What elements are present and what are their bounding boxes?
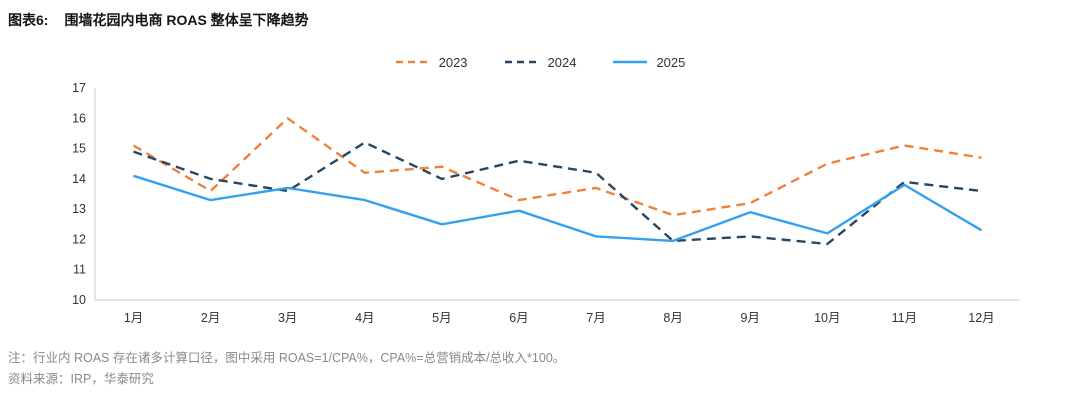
svg-text:9月: 9月 [740, 311, 759, 325]
chart-footnotes: 注：行业内 ROAS 存在诸多计算口径，图中采用 ROAS=1/CPA%，CPA… [0, 336, 1080, 389]
svg-text:1月: 1月 [124, 311, 143, 325]
figure-label: 图表6: [8, 12, 49, 28]
chart-note: 注：行业内 ROAS 存在诸多计算口径，图中采用 ROAS=1/CPA%，CPA… [8, 351, 566, 365]
chart-source: 资料来源：IRP，华泰研究 [8, 371, 154, 386]
svg-text:10月: 10月 [814, 311, 840, 325]
chart-title: 图表6: 围墙花园内电商 ROAS 整体呈下降趋势 [0, 0, 1080, 30]
svg-text:12月: 12月 [968, 311, 994, 325]
chart-legend: 2023 2024 2025 [0, 54, 1080, 70]
legend-line-2023-icon [395, 60, 430, 64]
line-chart: 10 11 12 13 14 15 16 17 1月 2月 3月 4月 5月 6月 7月 8月 9月 10月 11月… [72, 81, 1020, 325]
svg-text:5月: 5月 [432, 311, 451, 325]
chart-area: 10 11 12 13 14 15 16 17 1月 2月 3月 4月 5月 6月 7月 8月 9月 10月 11月… [0, 78, 1080, 336]
legend-item-2024[interactable]: 2024 [504, 54, 577, 70]
svg-text:13: 13 [72, 202, 86, 216]
svg-text:11: 11 [73, 263, 86, 277]
svg-text:16: 16 [72, 111, 86, 125]
legend-label-2024: 2024 [547, 54, 577, 70]
legend-item-2025[interactable]: 2025 [612, 55, 685, 70]
svg-text:12: 12 [72, 232, 86, 246]
svg-text:10: 10 [72, 293, 86, 307]
legend-line-2024-icon [504, 60, 539, 64]
legend-line-2025-icon [613, 60, 648, 64]
figure-title-text: 围墙花园内电商 ROAS 整体呈下降趋势 [64, 12, 309, 28]
svg-text:14: 14 [72, 172, 86, 186]
legend-label-2025: 2025 [656, 54, 686, 70]
svg-text:6月: 6月 [509, 311, 528, 325]
svg-text:17: 17 [72, 81, 86, 95]
svg-text:7月: 7月 [586, 311, 605, 325]
svg-text:4月: 4月 [355, 311, 374, 325]
svg-text:2月: 2月 [201, 311, 220, 325]
svg-text:11月: 11月 [892, 311, 917, 325]
legend-label-2023: 2023 [438, 54, 468, 70]
svg-text:8月: 8月 [663, 311, 682, 325]
legend-item-2023[interactable]: 2023 [395, 55, 468, 70]
svg-text:15: 15 [72, 142, 86, 156]
svg-text:3月: 3月 [278, 311, 297, 325]
